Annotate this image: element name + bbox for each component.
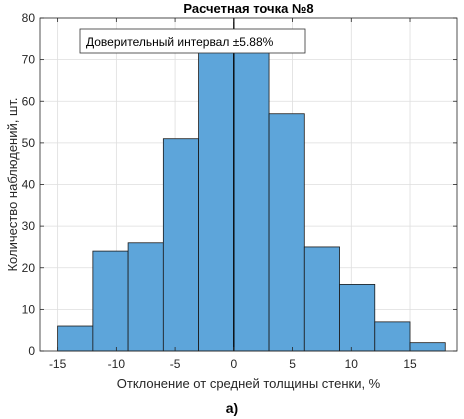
x-tick-label: 10	[345, 357, 359, 371]
histogram-bar	[198, 50, 235, 352]
x-tick-label: 0	[230, 357, 237, 371]
histogram-bar	[92, 250, 129, 352]
x-tick-label: 5	[289, 357, 296, 371]
y-axis-label: Количество наблюдений, шт.	[5, 97, 20, 271]
x-axis-label: Отклонение от средней толщины стенки, %	[117, 376, 381, 391]
x-tick-labels: -15 -10 -5 0 5 10 15	[49, 357, 417, 371]
y-tick-label: 10	[22, 302, 36, 316]
y-tick-label: 0	[28, 344, 35, 358]
histogram-bar	[162, 138, 199, 352]
y-tick-label: 20	[22, 261, 36, 275]
bars	[57, 42, 446, 352]
histogram-bar	[409, 342, 446, 352]
y-tick-label: 40	[22, 178, 36, 192]
histogram-bar	[268, 113, 305, 352]
x-tick-label: -10	[108, 357, 126, 371]
y-tick-label: 80	[22, 11, 36, 25]
histogram-bar	[233, 42, 270, 352]
y-tick-label: 70	[22, 53, 36, 67]
histogram-bar	[57, 325, 94, 352]
y-tick-label: 30	[22, 219, 36, 233]
x-tick-label: -5	[170, 357, 181, 371]
annotation-text: Доверительный интервал ±5.88%	[86, 35, 274, 49]
histogram-bar	[303, 246, 340, 352]
tick-marks	[40, 17, 457, 352]
chart-title: Расчетная точка №8	[183, 1, 313, 16]
histogram-bar	[127, 242, 164, 352]
y-tick-label: 50	[22, 136, 36, 150]
y-tick-label: 60	[22, 94, 36, 108]
y-tick-labels: 0 10 20 30 40 50 60 70 80	[22, 11, 36, 358]
annotation-box: Доверительный интервал ±5.88%	[79, 28, 306, 54]
x-tick-label: 15	[403, 357, 417, 371]
histogram-bar	[339, 283, 376, 352]
histogram-bar	[374, 321, 411, 352]
figure-caption: а)	[226, 400, 238, 416]
x-tick-label: -15	[49, 357, 67, 371]
annotation-frame	[79, 28, 306, 54]
